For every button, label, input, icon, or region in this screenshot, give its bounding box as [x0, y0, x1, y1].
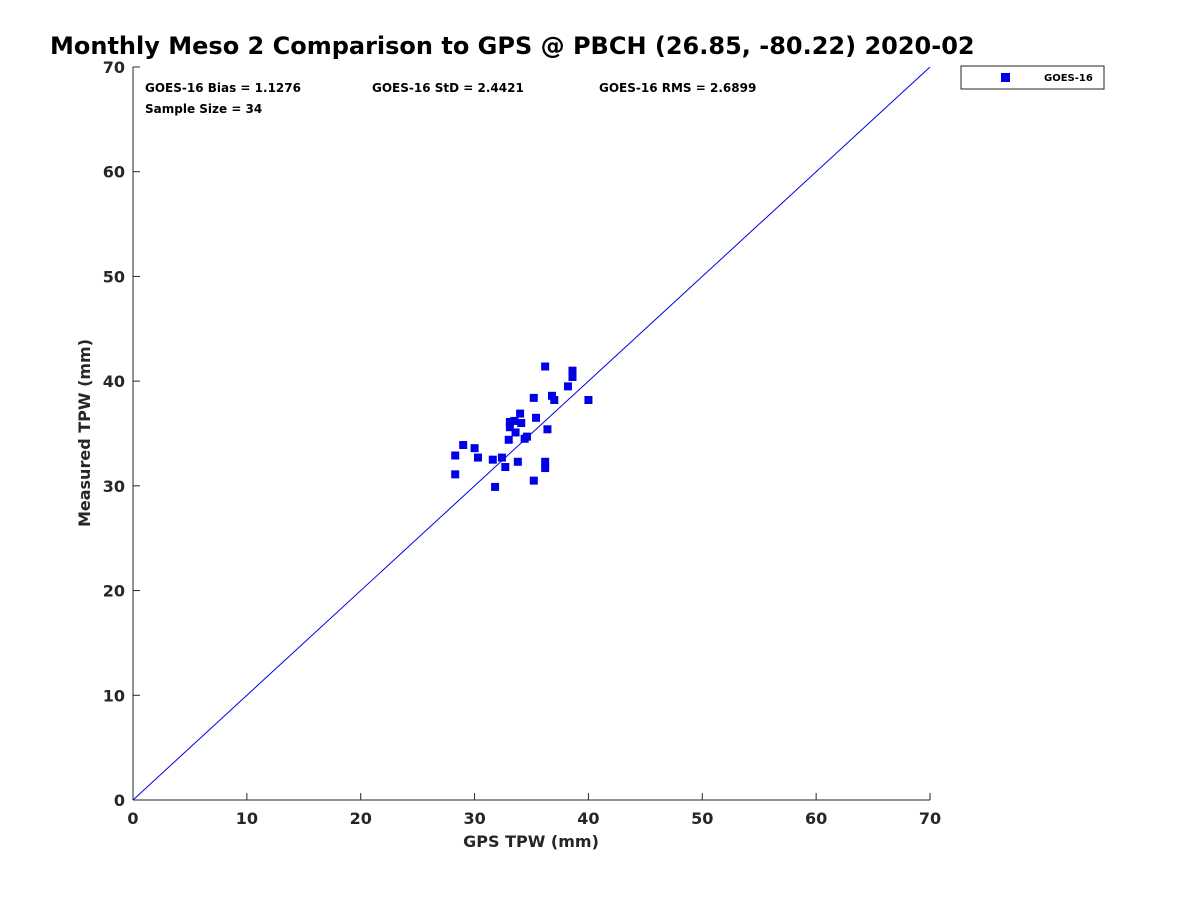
data-point	[547, 391, 556, 400]
data-point	[550, 395, 559, 404]
data-point	[505, 417, 514, 426]
y-tick-label: 30	[103, 477, 125, 496]
x-tick-label: 10	[236, 809, 258, 828]
x-tick-label: 20	[350, 809, 372, 828]
data-point	[543, 425, 552, 434]
stat-rms: GOES-16 RMS = 2.6899	[599, 81, 756, 95]
y-ticks: 0 10 20 30 40 50 60 70	[103, 58, 140, 810]
y-tick-label: 0	[114, 791, 125, 810]
x-tick-label: 30	[463, 809, 485, 828]
stat-std: GOES-16 StD = 2.4421	[372, 81, 524, 95]
data-point	[497, 453, 506, 462]
y-tick-label: 40	[103, 372, 125, 391]
stat-bias: GOES-16 Bias = 1.1276	[145, 81, 301, 95]
data-point	[541, 457, 550, 466]
data-point	[532, 413, 541, 422]
data-point	[541, 362, 550, 371]
data-point	[451, 451, 460, 460]
data-point	[504, 435, 513, 444]
data-point	[513, 457, 522, 466]
data-point	[501, 463, 510, 472]
data-point	[541, 464, 550, 473]
y-tick-label: 70	[103, 58, 125, 77]
x-tick-label: 50	[691, 809, 713, 828]
x-tick-label: 40	[577, 809, 599, 828]
data-point	[491, 482, 500, 491]
data-point	[529, 476, 538, 485]
data-point	[488, 455, 497, 464]
y-tick-label: 50	[103, 267, 125, 286]
data-point	[568, 372, 577, 381]
legend-marker	[1001, 73, 1010, 82]
data-point	[451, 470, 460, 479]
data-points	[451, 362, 593, 491]
data-point	[505, 423, 514, 432]
data-point	[473, 453, 482, 462]
data-point	[563, 382, 572, 391]
data-point	[511, 428, 520, 437]
data-point	[459, 441, 468, 450]
legend: GOES-16	[960, 65, 1105, 90]
y-tick-label: 20	[103, 582, 125, 601]
data-point	[568, 366, 577, 375]
data-point	[516, 409, 525, 418]
x-ticks: 0 10 20 30 40 50 60 70	[127, 793, 941, 828]
chart-title: Monthly Meso 2 Comparison to GPS @ PBCH …	[50, 32, 975, 60]
one-to-one-line	[132, 66, 931, 801]
stat-sample-size: Sample Size = 34	[145, 102, 262, 116]
x-axis-label: GPS TPW (mm)	[463, 832, 599, 851]
plot-frame	[132, 67, 930, 801]
data-point	[584, 395, 593, 404]
legend-label: GOES-16	[1044, 73, 1093, 84]
data-point	[510, 416, 519, 425]
x-tick-label: 0	[127, 809, 138, 828]
y-axis-label: Measured TPW (mm)	[75, 339, 94, 527]
x-tick-label: 60	[805, 809, 827, 828]
x-tick-label: 70	[919, 809, 941, 828]
y-tick-label: 60	[103, 163, 125, 182]
data-point	[517, 419, 526, 428]
data-point	[529, 393, 538, 402]
data-point	[470, 444, 479, 453]
data-point	[522, 432, 531, 441]
legend-box	[960, 65, 1105, 90]
y-tick-label: 10	[103, 686, 125, 705]
